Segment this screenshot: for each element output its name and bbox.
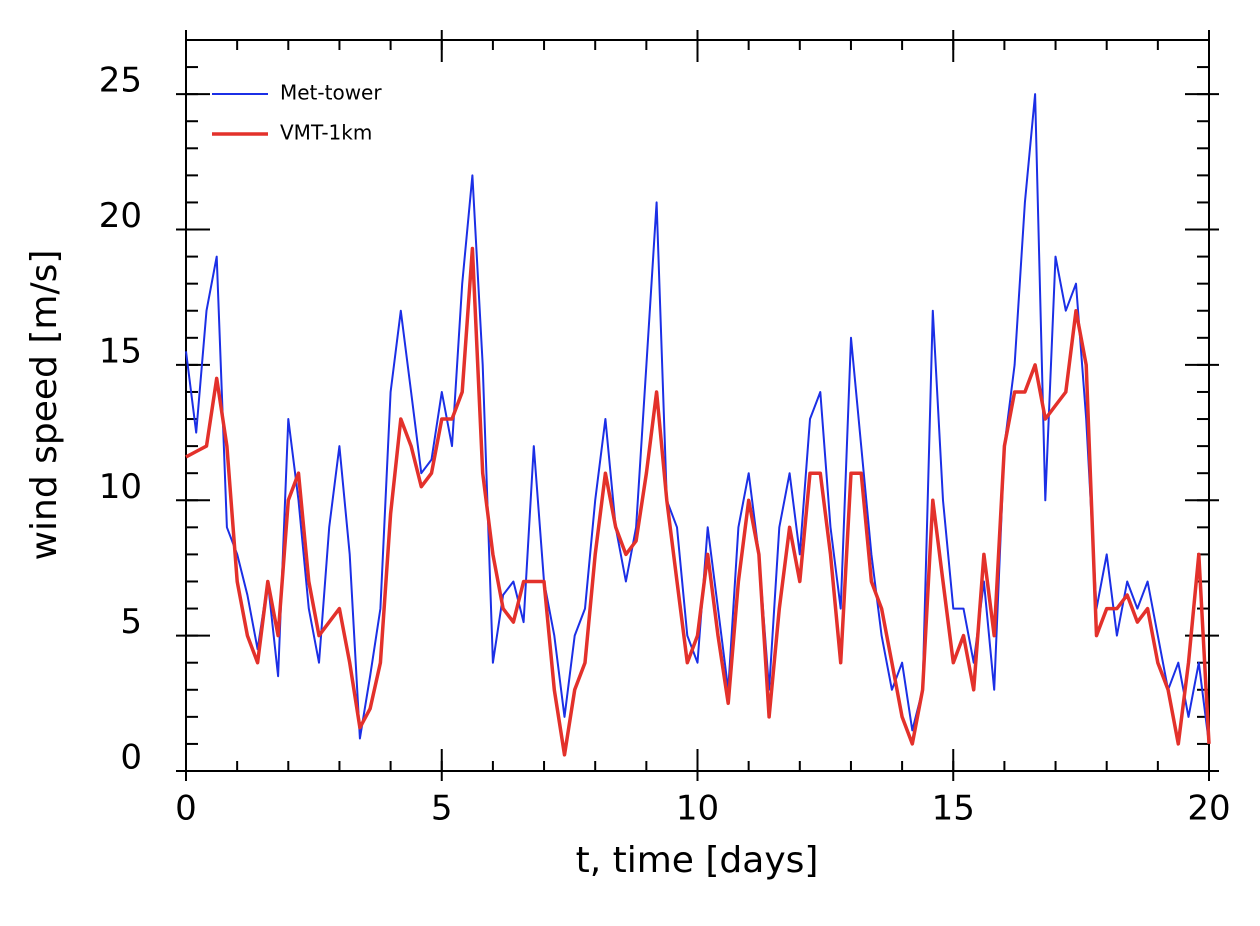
- y-tick-label: 20: [99, 196, 142, 236]
- plot-frame: [185, 39, 1210, 772]
- x-tick-label: 5: [431, 789, 453, 829]
- y-tick-label: 10: [99, 467, 142, 507]
- y-axis-title: wind speed [m/s]: [24, 250, 65, 561]
- y-tick-label: 25: [99, 61, 142, 101]
- y-tick-label: 15: [99, 331, 142, 371]
- series-line: [185, 93, 1210, 745]
- x-tick-label: 10: [676, 789, 719, 829]
- legend-label: Met-tower: [280, 81, 382, 105]
- x-tick-label: 15: [932, 789, 975, 829]
- y-tick-label: 0: [120, 738, 142, 778]
- x-axis-title: t, time [days]: [576, 840, 819, 881]
- x-tick-label: 0: [175, 789, 197, 829]
- legend-label: VMT-1km: [280, 121, 372, 145]
- y-tick-label: 5: [120, 602, 142, 642]
- x-tick-label: 20: [1187, 789, 1230, 829]
- series-line: [185, 246, 1211, 757]
